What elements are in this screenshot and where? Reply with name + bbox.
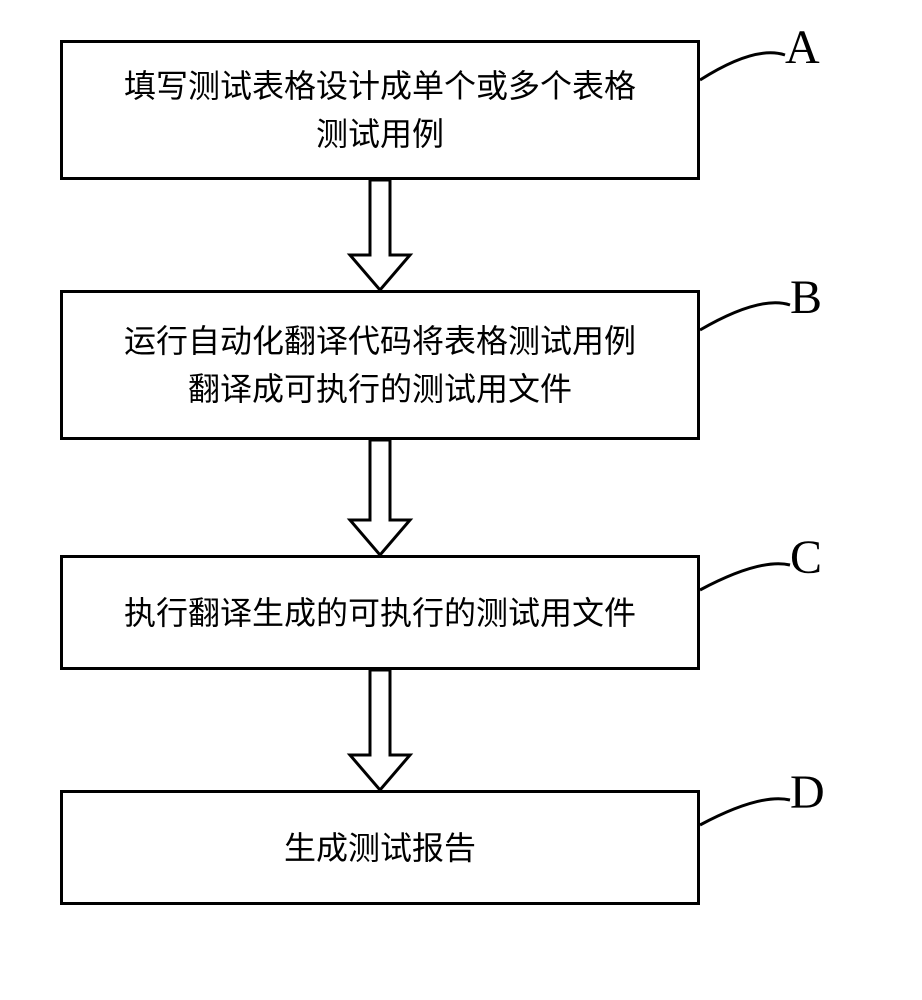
node-b: 运行自动化翻译代码将表格测试用例 翻译成可执行的测试用文件	[60, 290, 700, 440]
node-c: 执行翻译生成的可执行的测试用文件	[60, 555, 700, 670]
label-b: B	[790, 270, 822, 325]
label-a: A	[785, 20, 820, 75]
callout-c	[700, 564, 790, 590]
callout-d	[700, 799, 790, 825]
node-a-text: 填写测试表格设计成单个或多个表格 测试用例	[124, 62, 636, 158]
flowchart-canvas: 填写测试表格设计成单个或多个表格 测试用例 A 运行自动化翻译代码将表格测试用例…	[0, 0, 922, 1000]
callout-b	[700, 303, 790, 330]
node-d-text: 生成测试报告	[284, 824, 476, 872]
label-d: D	[790, 765, 825, 820]
arrow-c-d	[350, 670, 410, 790]
arrow-b-c	[350, 440, 410, 555]
node-c-text: 执行翻译生成的可执行的测试用文件	[124, 589, 636, 637]
label-c: C	[790, 530, 822, 585]
node-d: 生成测试报告	[60, 790, 700, 905]
arrow-a-b	[350, 180, 410, 290]
node-a: 填写测试表格设计成单个或多个表格 测试用例	[60, 40, 700, 180]
callout-a	[700, 53, 785, 80]
node-b-text: 运行自动化翻译代码将表格测试用例 翻译成可执行的测试用文件	[124, 317, 636, 413]
